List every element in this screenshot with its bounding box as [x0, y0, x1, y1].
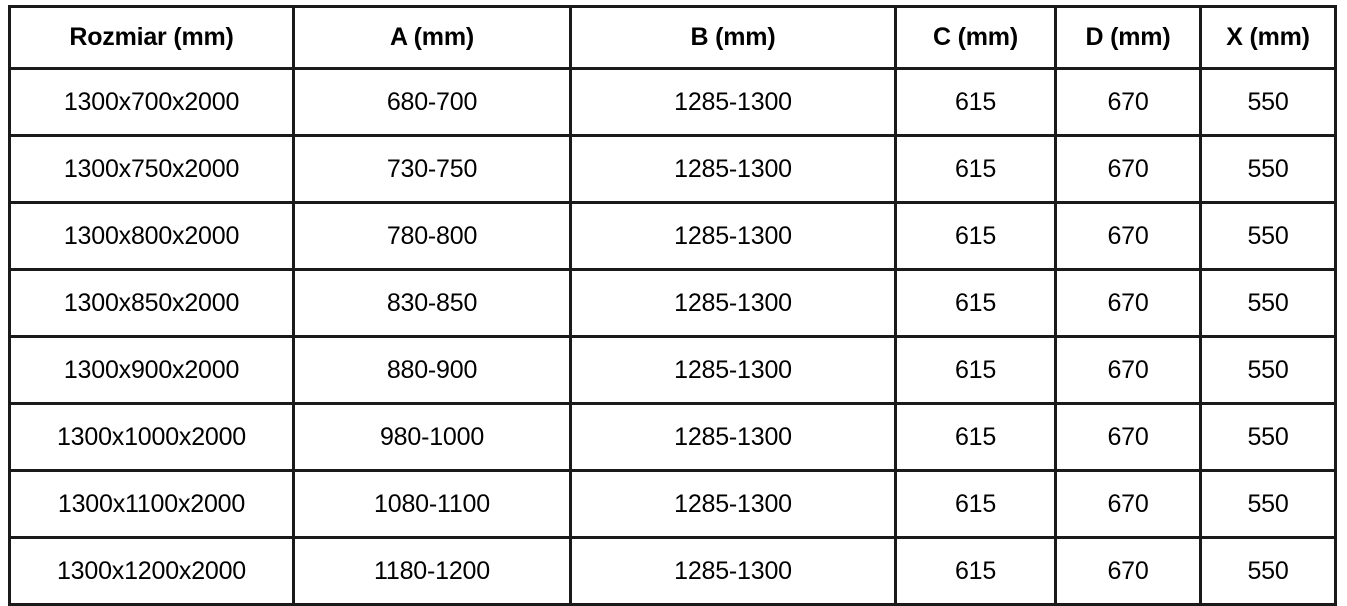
cell-b: 1285-1300 [569, 402, 897, 472]
cell-a: 830-850 [292, 268, 572, 338]
table-row: 1300x900x2000 880-900 1285-1300 615 670 … [8, 335, 1337, 405]
cell-size: 1300x1200x2000 [8, 536, 295, 606]
cell-size: 1300x1000x2000 [8, 402, 295, 472]
cell-size: 1300x800x2000 [8, 201, 295, 271]
cell-size: 1300x1100x2000 [8, 469, 295, 539]
cell-x: 550 [1199, 536, 1337, 606]
table-row: 1300x700x2000 680-700 1285-1300 615 670 … [8, 67, 1337, 137]
cell-d: 670 [1054, 67, 1202, 137]
cell-c: 615 [894, 402, 1057, 472]
specification-table-container: Rozmiar (mm) A (mm) B (mm) C (mm) D (mm)… [8, 5, 1337, 606]
table-row: 1300x750x2000 730-750 1285-1300 615 670 … [8, 134, 1337, 204]
cell-x: 550 [1199, 268, 1337, 338]
cell-b: 1285-1300 [569, 268, 897, 338]
cell-a: 1080-1100 [292, 469, 572, 539]
cell-c: 615 [894, 201, 1057, 271]
column-header-size: Rozmiar (mm) [8, 5, 295, 70]
cell-d: 670 [1054, 402, 1202, 472]
cell-x: 550 [1199, 469, 1337, 539]
cell-a: 1180-1200 [292, 536, 572, 606]
table-row: 1300x1100x2000 1080-1100 1285-1300 615 6… [8, 469, 1337, 539]
table-row: 1300x850x2000 830-850 1285-1300 615 670 … [8, 268, 1337, 338]
column-header-b: B (mm) [569, 5, 897, 70]
cell-d: 670 [1054, 201, 1202, 271]
cell-size: 1300x700x2000 [8, 67, 295, 137]
cell-b: 1285-1300 [569, 67, 897, 137]
column-header-x: X (mm) [1199, 5, 1337, 70]
cell-c: 615 [894, 469, 1057, 539]
cell-a: 680-700 [292, 67, 572, 137]
table-row: 1300x1200x2000 1180-1200 1285-1300 615 6… [8, 536, 1337, 606]
column-header-c: C (mm) [894, 5, 1057, 70]
table-row: 1300x1000x2000 980-1000 1285-1300 615 67… [8, 402, 1337, 472]
cell-d: 670 [1054, 134, 1202, 204]
cell-size: 1300x900x2000 [8, 335, 295, 405]
table-row: 1300x800x2000 780-800 1285-1300 615 670 … [8, 201, 1337, 271]
table-body: 1300x700x2000 680-700 1285-1300 615 670 … [8, 67, 1337, 606]
column-header-d: D (mm) [1054, 5, 1202, 70]
table-header: Rozmiar (mm) A (mm) B (mm) C (mm) D (mm)… [8, 5, 1337, 70]
cell-x: 550 [1199, 402, 1337, 472]
cell-x: 550 [1199, 67, 1337, 137]
cell-b: 1285-1300 [569, 335, 897, 405]
cell-d: 670 [1054, 335, 1202, 405]
specification-table: Rozmiar (mm) A (mm) B (mm) C (mm) D (mm)… [8, 5, 1337, 606]
cell-x: 550 [1199, 335, 1337, 405]
cell-x: 550 [1199, 201, 1337, 271]
cell-a: 730-750 [292, 134, 572, 204]
cell-x: 550 [1199, 134, 1337, 204]
cell-size: 1300x850x2000 [8, 268, 295, 338]
cell-c: 615 [894, 67, 1057, 137]
cell-c: 615 [894, 134, 1057, 204]
cell-b: 1285-1300 [569, 201, 897, 271]
cell-d: 670 [1054, 536, 1202, 606]
cell-c: 615 [894, 268, 1057, 338]
cell-b: 1285-1300 [569, 134, 897, 204]
table-header-row: Rozmiar (mm) A (mm) B (mm) C (mm) D (mm)… [8, 5, 1337, 70]
cell-c: 615 [894, 536, 1057, 606]
cell-d: 670 [1054, 268, 1202, 338]
cell-a: 880-900 [292, 335, 572, 405]
cell-a: 980-1000 [292, 402, 572, 472]
column-header-a: A (mm) [292, 5, 572, 70]
cell-size: 1300x750x2000 [8, 134, 295, 204]
cell-b: 1285-1300 [569, 536, 897, 606]
cell-a: 780-800 [292, 201, 572, 271]
cell-c: 615 [894, 335, 1057, 405]
cell-b: 1285-1300 [569, 469, 897, 539]
cell-d: 670 [1054, 469, 1202, 539]
